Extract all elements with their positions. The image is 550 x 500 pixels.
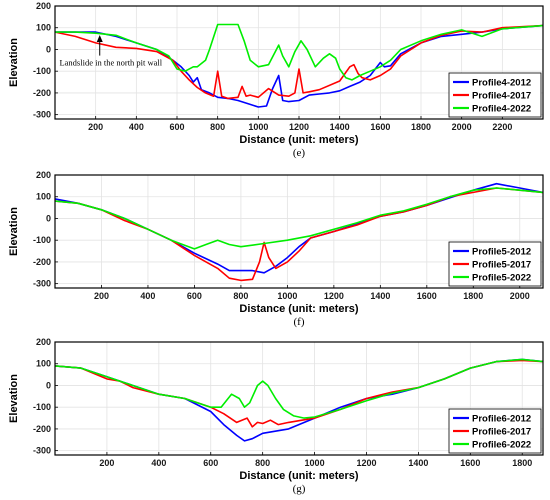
x-tick-label: 1600	[370, 122, 390, 132]
legend-label: Profile4-2022	[472, 104, 531, 115]
x-tick-label: 1000	[277, 291, 297, 301]
x-tick-label: 1800	[411, 122, 431, 132]
chart-panel-2: 200 400 600 800 1000 1200 1400 1600 1800 2000-300…	[8, 170, 544, 328]
x-tick-label: 2000	[510, 291, 530, 301]
annotation-arrow-head	[96, 34, 103, 42]
legend: Profile5-2012 Profile5-2017 Profile5-2022	[448, 241, 542, 287]
x-tick-label: 600	[203, 458, 218, 468]
y-tick-label: 0	[46, 44, 51, 54]
x-tick-label: 1000	[305, 458, 325, 468]
legend-label: Profile6-2022	[472, 440, 531, 451]
legend: Profile4-2012 Profile4-2017 Profile4-2022	[448, 72, 542, 118]
x-tick-label: 1200	[324, 291, 344, 301]
x-tick-label: 800	[210, 122, 225, 132]
y-tick-label: 100	[36, 359, 51, 369]
legend: Profile6-2012 Profile6-2017 Profile6-2022	[448, 408, 542, 454]
y-tick-label: -200	[33, 88, 51, 98]
x-axis-title: Distance (unit: meters)	[239, 303, 359, 315]
x-tick-label: 1400	[370, 291, 390, 301]
y-tick-label: -300	[33, 279, 51, 289]
annotation: Landslide in the north pit wall	[59, 34, 163, 68]
plot-frame	[54, 174, 544, 289]
legend-label: Profile4-2017	[472, 91, 531, 102]
x-tick-label: 400	[129, 122, 144, 132]
y-axis-title: Elevation	[8, 374, 20, 423]
y-tick-label: -300	[33, 110, 51, 120]
y-tick-label: -300	[33, 446, 51, 456]
series-line-1	[55, 24, 543, 108]
series-line-3	[55, 187, 543, 250]
x-tick-label: 1200	[356, 458, 376, 468]
y-tick-label: 200	[36, 170, 51, 180]
y-tick-label: -200	[33, 424, 51, 434]
x-axis-title: Distance (unit: meters)	[239, 470, 359, 482]
y-tick-label: 100	[36, 23, 51, 33]
chart-panel-3: 200 400 600 800 1000 1200 1400 1600 1800-300-200…	[8, 337, 544, 495]
x-tick-label: 2200	[492, 122, 512, 132]
x-tick-label: 1600	[460, 458, 480, 468]
x-tick-label: 600	[169, 122, 184, 132]
y-tick-label: -200	[33, 257, 51, 267]
x-tick-label: 200	[94, 291, 109, 301]
y-tick-label: 0	[46, 213, 51, 223]
series-line-2	[55, 24, 543, 100]
plot-frame	[54, 341, 544, 456]
legend-label: Profile5-2012	[472, 247, 531, 258]
x-tick-label: 800	[255, 458, 270, 468]
y-tick-label: 0	[46, 380, 51, 390]
x-tick-label: 1800	[463, 291, 483, 301]
x-tick-label: 800	[233, 291, 248, 301]
panel-caption: (e)	[293, 147, 306, 159]
legend-label: Profile5-2017	[472, 260, 531, 271]
y-tick-label: -100	[33, 402, 51, 412]
x-tick-label: 1400	[330, 122, 350, 132]
series-line-3	[55, 358, 543, 419]
y-axis-title: Elevation	[8, 207, 20, 256]
x-axis-title: Distance (unit: meters)	[239, 134, 359, 146]
annotation-text: Landslide in the north pit wall	[59, 58, 162, 68]
x-tick-label: 1400	[408, 458, 428, 468]
x-tick-label: 1000	[248, 122, 268, 132]
y-tick-label: 100	[36, 192, 51, 202]
y-tick-label: -100	[33, 235, 51, 245]
x-tick-label: 400	[151, 458, 166, 468]
series-line-3	[55, 23, 543, 81]
x-tick-label: 600	[187, 291, 202, 301]
legend-label: Profile6-2012	[472, 414, 531, 425]
panel-caption: (g)	[293, 483, 306, 495]
x-tick-label: 400	[140, 291, 155, 301]
y-tick-label: -100	[33, 66, 51, 76]
x-tick-label: 1200	[289, 122, 309, 132]
x-tick-label: 200	[99, 458, 114, 468]
y-tick-label: 200	[36, 1, 51, 11]
x-tick-label: 1800	[512, 458, 532, 468]
x-tick-label: 2000	[452, 122, 472, 132]
legend-label: Profile5-2022	[472, 273, 531, 284]
y-tick-label: 200	[36, 337, 51, 347]
y-axis-title: Elevation	[8, 38, 20, 87]
x-tick-label: 1600	[417, 291, 437, 301]
legend-label: Profile4-2012	[472, 78, 531, 89]
x-tick-label: 200	[88, 122, 103, 132]
chart-panel-1: 200 400 600 800 1000 1200 1400 1600 1800 2000 2200…	[8, 1, 544, 159]
panel-caption: (f)	[294, 316, 305, 328]
legend-label: Profile6-2017	[472, 427, 531, 438]
